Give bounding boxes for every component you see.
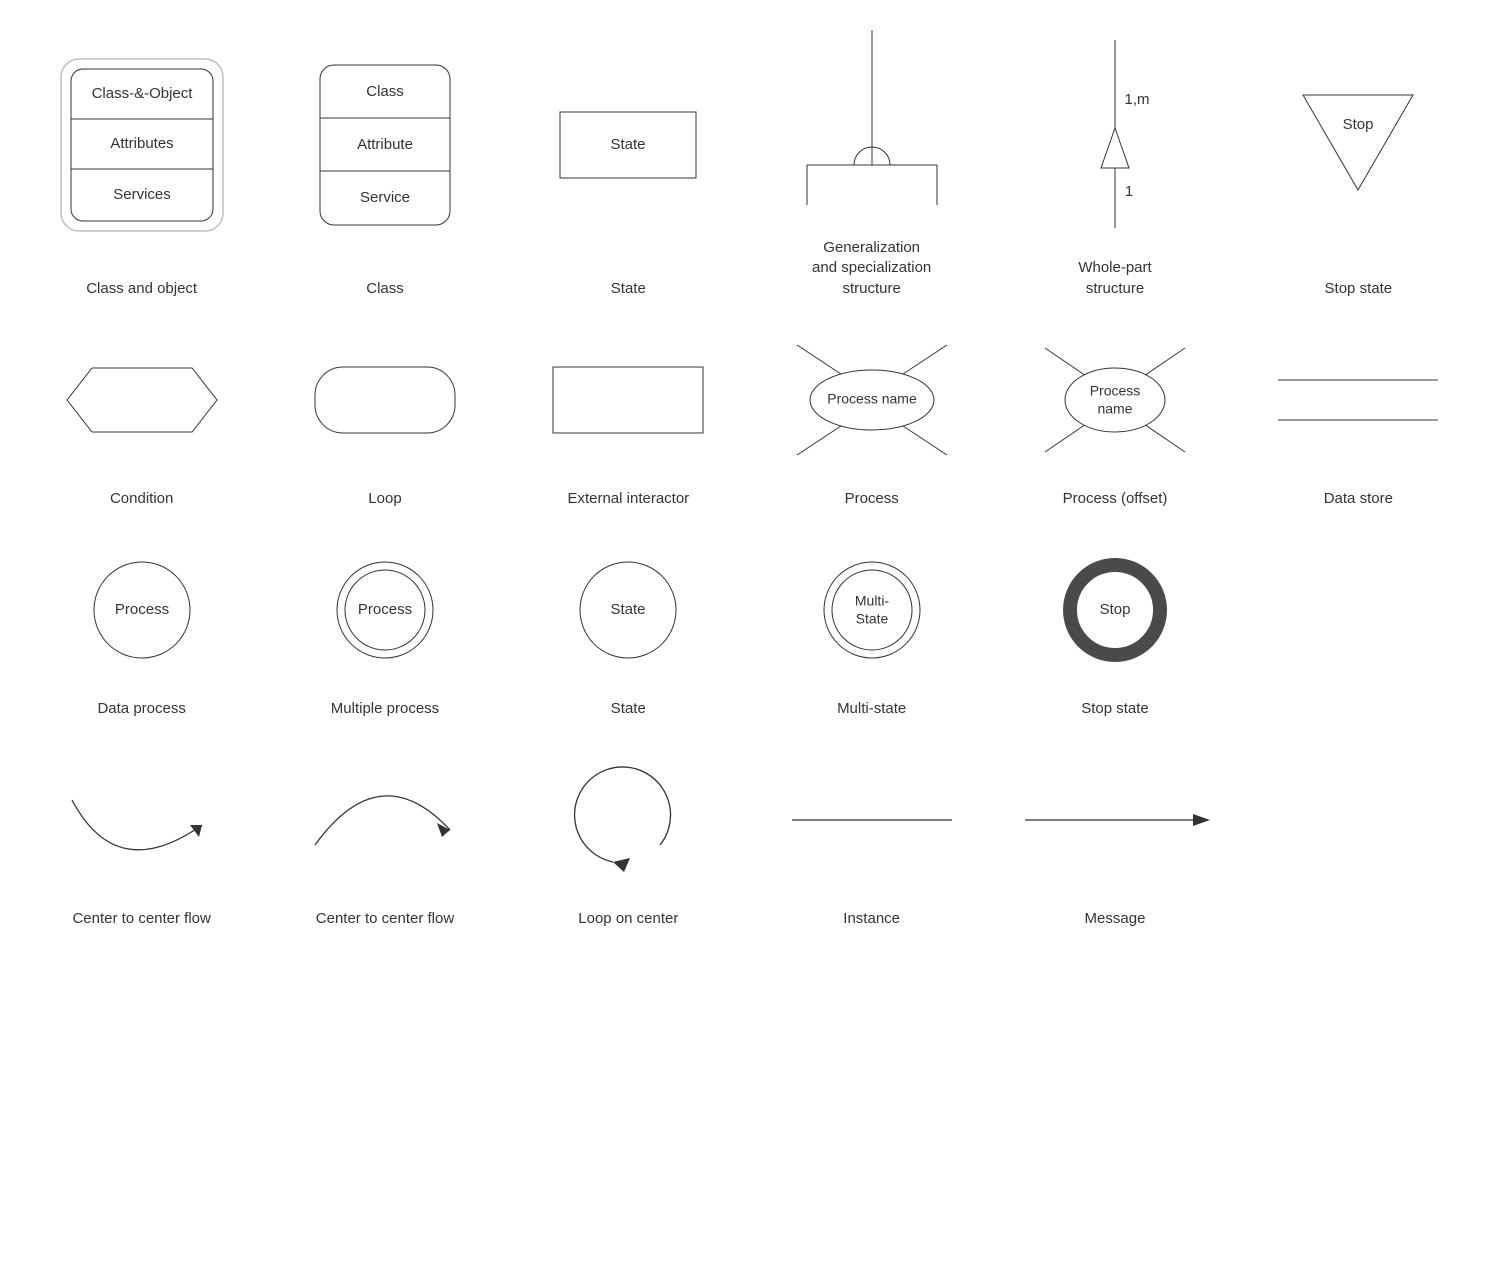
cell-loop-on-center: Loop on center [517,749,740,929]
cell-process-offset: Process name Process (offset) [1003,329,1226,509]
cell-instance: Instance [760,749,983,929]
caption-loop-on-center: Loop on center [578,909,678,929]
shape-gen-spec [787,30,957,220]
cell-c2c-flow-1: Center to center flow [30,749,253,929]
class-attr: Attribute [357,136,413,153]
caption-condition: Condition [110,489,173,509]
shape-class: Class Attribute Service [310,55,460,235]
cell-data-process: Process Data process [30,539,253,719]
caption-process: Process [845,489,899,509]
cell-external-interactor: External interactor [517,329,740,509]
shape-message [1015,800,1215,840]
shape-data-store [1273,370,1443,430]
shape-stop-triangle: Stop [1298,90,1418,200]
shape-stop-state-circle: Stop [1060,555,1170,665]
shape-loop-on-center [558,760,698,880]
data-process-label: Process [115,601,169,618]
caption-data-store: Data store [1324,489,1393,509]
caption-process-offset: Process (offset) [1063,489,1168,509]
shape-loop [310,362,460,438]
stop-triangle-label: Stop [1343,116,1374,133]
stop-state-circle-label: Stop [1100,601,1131,618]
cell-multi-state: Multi- State Multi-state [760,539,983,719]
cell-message: Message [1003,749,1226,929]
shape-whole-part: 1,m 1 [1065,40,1165,230]
caption-c2c-flow-1: Center to center flow [72,909,210,929]
shape-state-rect: State [558,110,698,180]
process-offset-label-l2: name [1097,400,1132,416]
shape-multiple-process: Process [330,555,440,665]
shape-instance [782,800,962,840]
multi-state-label-l1: Multi- [855,592,890,608]
process-offset-label-l1: Process [1090,382,1141,398]
caption-class-and-object: Class and object [86,279,197,299]
shape-external-interactor [548,362,708,438]
class-object-attrs: Attributes [110,135,173,152]
shape-condition [62,360,222,440]
shape-class-and-object: Class-&-Object Attributes Services [57,55,227,235]
multiple-process-label: Process [358,601,412,618]
cell-stop-state-circle: Stop Stop state [1003,539,1226,719]
caption-state-rect: State [611,279,646,299]
shape-state-circle: State [573,555,683,665]
shape-process-offset: Process name [1020,330,1210,470]
shape-data-process: Process [87,555,197,665]
process-label: Process name [827,390,917,406]
caption-state-circle: State [611,699,646,719]
shape-multi-state: Multi- State [817,555,927,665]
caption-loop: Loop [368,489,401,509]
state-rect-label: State [611,136,646,153]
cell-stop-triangle: Stop Stop state [1247,30,1470,299]
class-object-services: Services [113,186,171,203]
caption-multiple-process: Multiple process [331,699,439,719]
caption-instance: Instance [843,909,900,929]
cell-c2c-flow-2: Center to center flow [273,749,496,929]
cell-process: Process name Process [760,329,983,509]
cell-loop: Loop [273,329,496,509]
cell-gen-spec: Generalization and specialization struct… [760,30,983,299]
class-object-title: Class-&-Object [91,85,193,102]
cell-condition: Condition [30,329,253,509]
state-circle-label: State [611,601,646,618]
multi-state-label-l2: State [855,610,888,626]
shape-c2c-flow-2 [295,765,475,875]
caption-stop-state-circle: Stop state [1081,699,1149,719]
caption-whole-part: Whole-part structure [1078,258,1151,299]
cell-class: Class Attribute Service Class [273,30,496,299]
caption-gen-spec: Generalization and specialization struct… [812,238,931,299]
whole-part-top: 1,m [1124,91,1149,108]
empty-r3c6 [1247,539,1470,719]
cell-data-store: Data store [1247,329,1470,509]
cell-state-circle: State State [517,539,740,719]
cell-whole-part: 1,m 1 Whole-part structure [1003,30,1226,299]
shape-c2c-flow-1 [52,765,232,875]
caption-data-process: Data process [97,699,185,719]
diagram-grid: Class-&-Object Attributes Services Class… [30,30,1470,929]
caption-class: Class [366,279,404,299]
cell-state-rect: State State [517,30,740,299]
cell-class-and-object: Class-&-Object Attributes Services Class… [30,30,253,299]
caption-multi-state: Multi-state [837,699,906,719]
cell-multiple-process: Process Multiple process [273,539,496,719]
caption-message: Message [1085,909,1146,929]
caption-stop-triangle: Stop state [1325,279,1393,299]
class-title: Class [366,83,404,100]
empty-r4c6 [1247,749,1470,929]
whole-part-bottom: 1 [1125,183,1133,200]
shape-process: Process name [777,330,967,470]
caption-external-interactor: External interactor [567,489,689,509]
caption-c2c-flow-2: Center to center flow [316,909,454,929]
class-service: Service [360,189,410,206]
